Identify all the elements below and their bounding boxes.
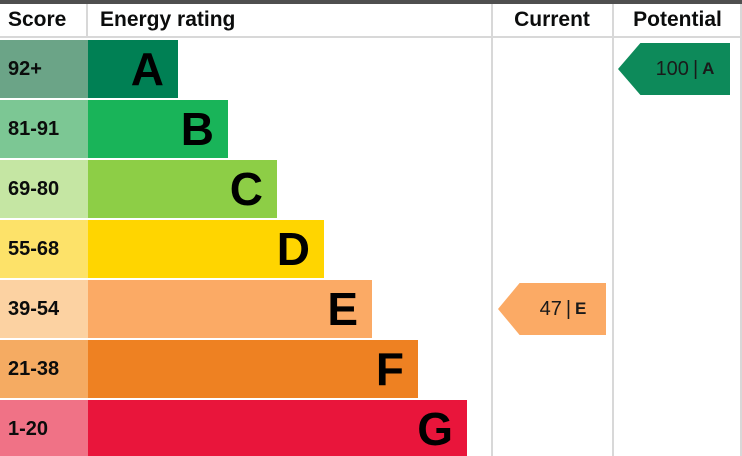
- band-row-g: 1-20 G: [0, 400, 467, 456]
- bands-area: 92+ A 81-91 B 69-80 C 55-68 D 39-54 E 21-38 F 1-20 G: [0, 40, 467, 456]
- right-border-line: [740, 4, 742, 456]
- header-energy-rating: Energy rating: [100, 8, 236, 31]
- potential-rating-value: 100: [655, 57, 689, 80]
- top-border-rule: [0, 0, 742, 4]
- current-rating-divider: |: [565, 297, 572, 320]
- current-rating-value: 47: [539, 297, 562, 320]
- potential-rating-divider: |: [692, 57, 699, 80]
- current-rating-arrow: 47 | E: [498, 283, 606, 335]
- band-score-range-b: 81-91: [0, 100, 88, 158]
- band-bar-e: E: [88, 280, 372, 338]
- band-score-range-d: 55-68: [0, 220, 88, 278]
- band-score-range-g: 1-20: [0, 400, 88, 456]
- band-bar-b: B: [88, 100, 228, 158]
- band-row-b: 81-91 B: [0, 100, 467, 158]
- band-row-a: 92+ A: [0, 40, 467, 98]
- band-bar-f: F: [88, 340, 418, 398]
- band-bar-c: C: [88, 160, 277, 218]
- header-score: Score: [0, 4, 88, 36]
- band-row-e: 39-54 E: [0, 280, 467, 338]
- band-score-range-c: 69-80: [0, 160, 88, 218]
- current-column-divider: [491, 4, 493, 456]
- band-score-range-a: 92+: [0, 40, 88, 98]
- band-bar-g: G: [88, 400, 467, 456]
- header-current: Current: [514, 8, 590, 31]
- band-bar-d: D: [88, 220, 324, 278]
- band-row-f: 21-38 F: [0, 340, 467, 398]
- band-row-d: 55-68 D: [0, 220, 467, 278]
- potential-rating-arrow: 100 | A: [618, 43, 730, 95]
- potential-column-divider: [612, 4, 614, 456]
- band-row-c: 69-80 C: [0, 160, 467, 218]
- chart-header-row: Score Energy rating Current Potential: [0, 4, 742, 38]
- potential-rating-letter: A: [702, 59, 715, 78]
- current-rating-letter: E: [575, 299, 587, 318]
- band-bar-a: A: [88, 40, 178, 98]
- band-score-range-e: 39-54: [0, 280, 88, 338]
- header-potential: Potential: [633, 8, 722, 31]
- band-score-range-f: 21-38: [0, 340, 88, 398]
